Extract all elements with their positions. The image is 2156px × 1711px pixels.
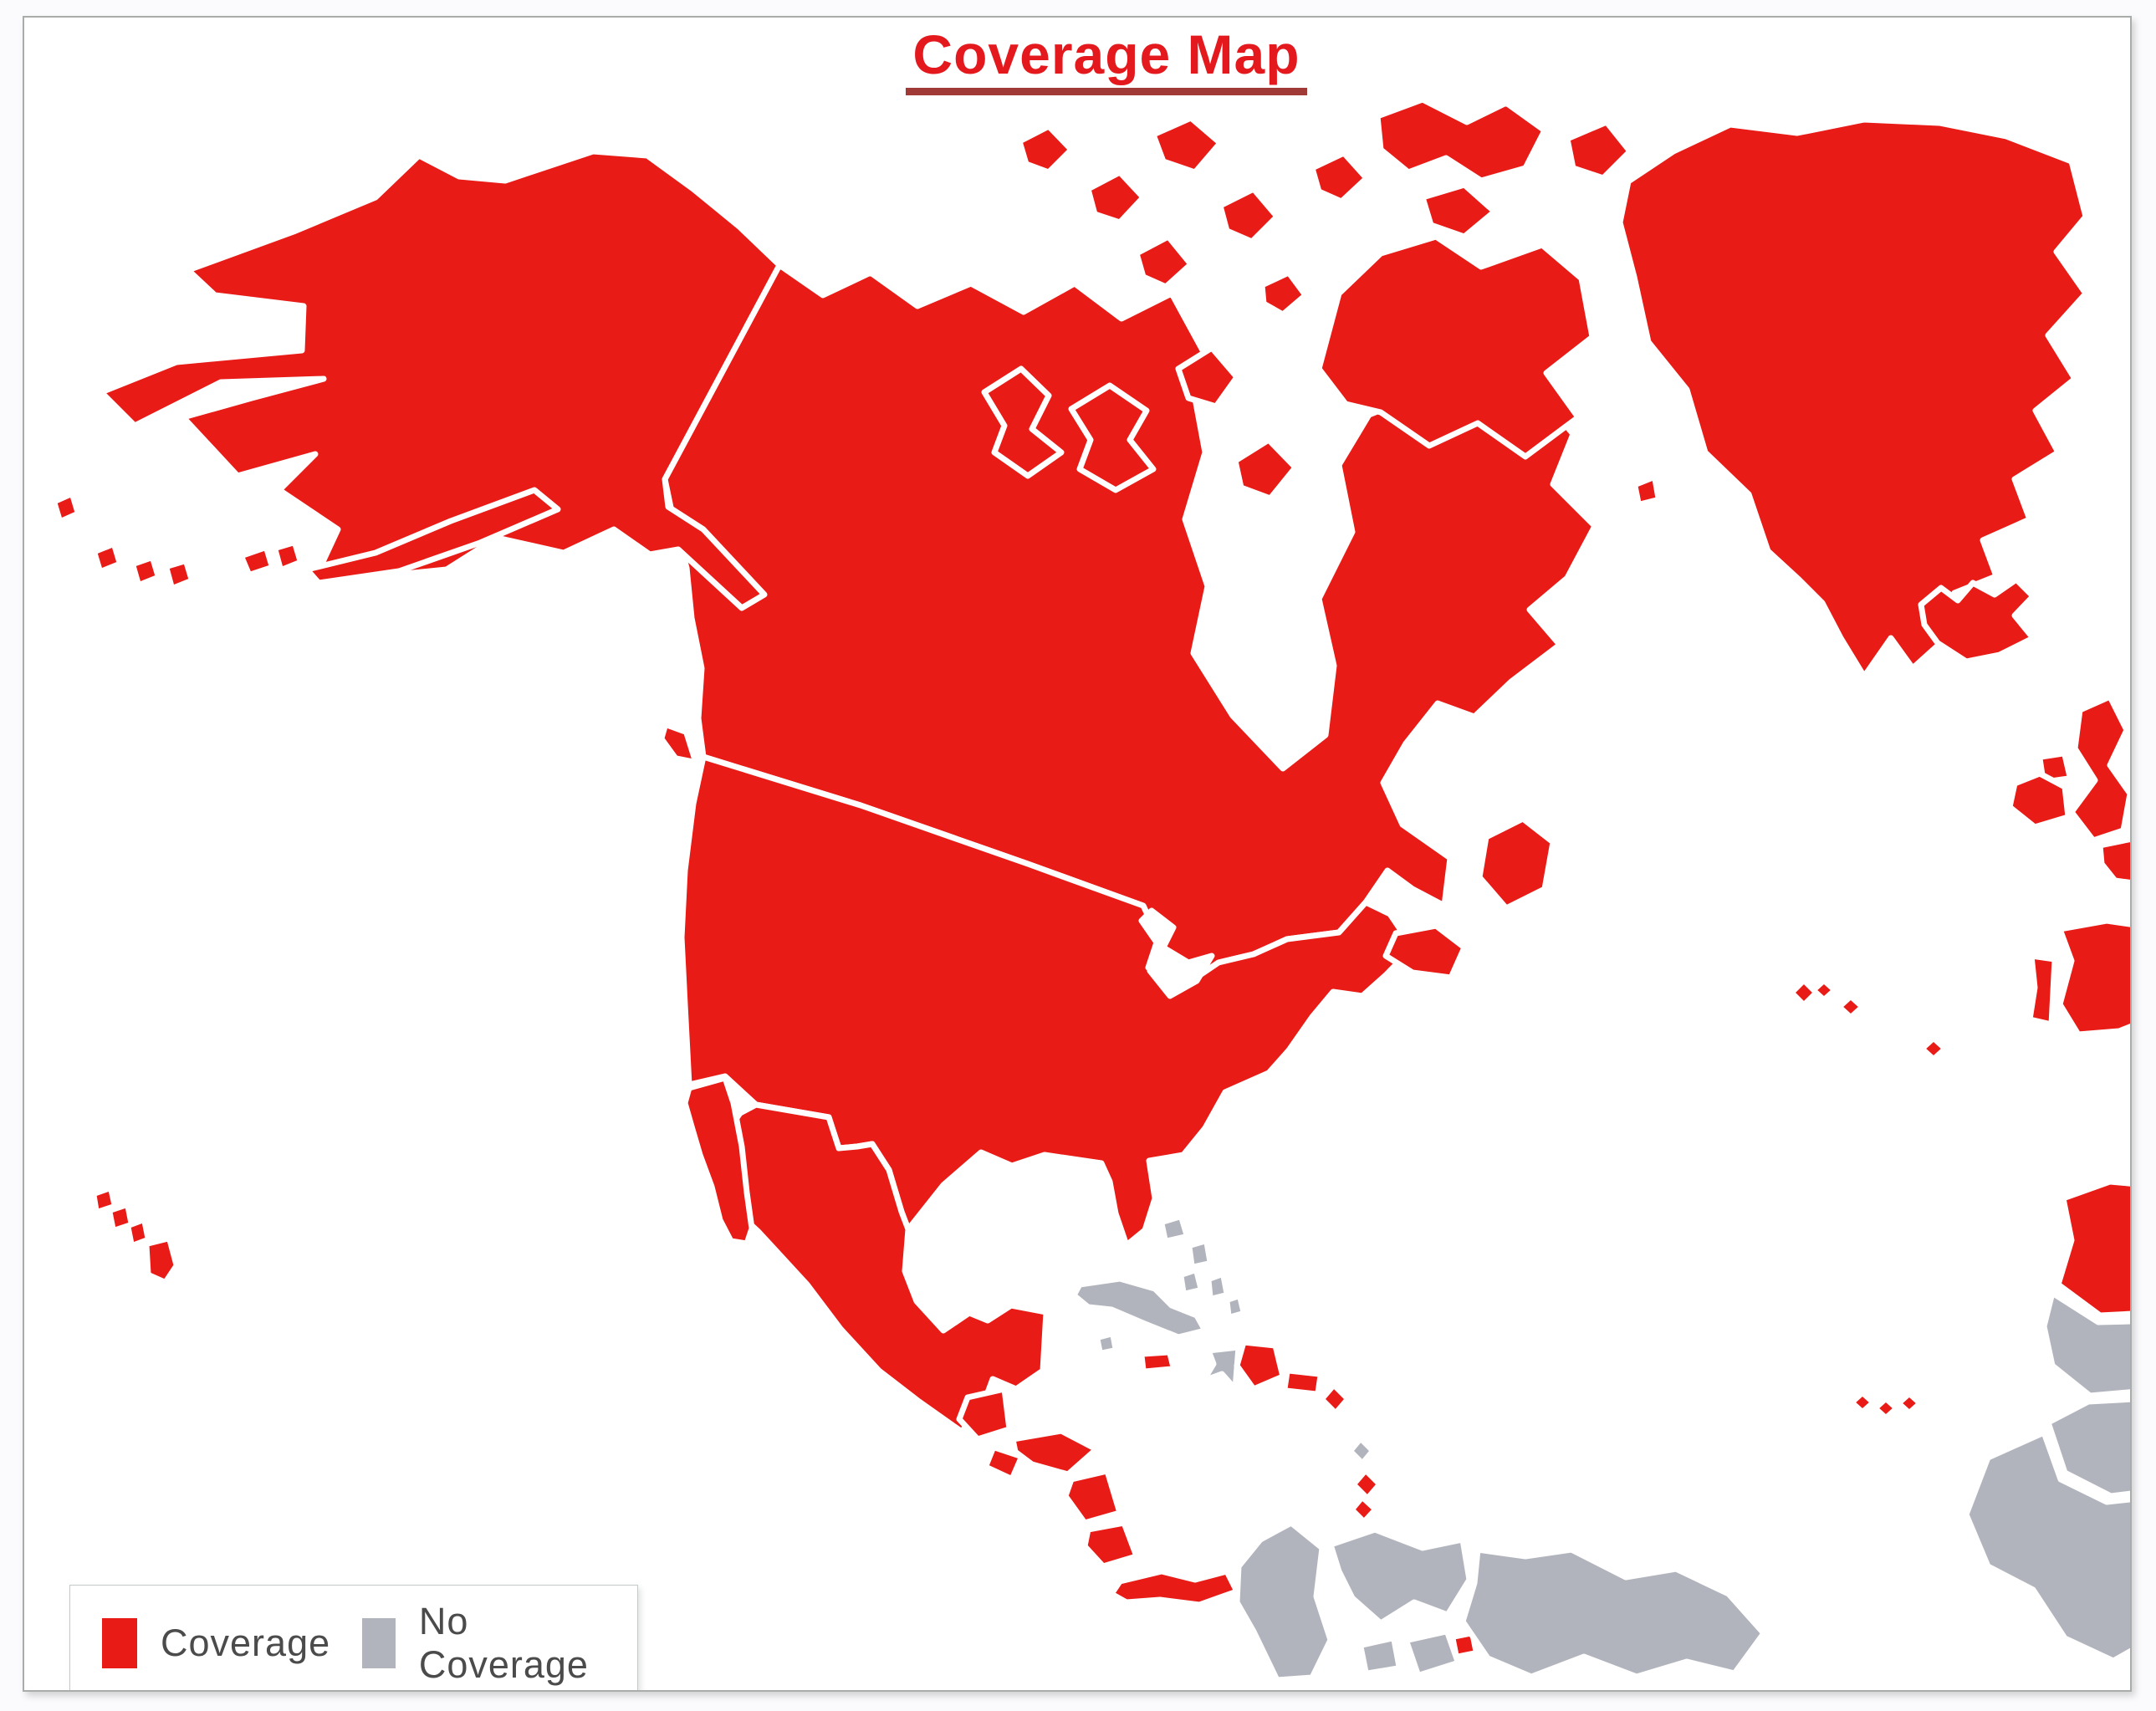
region-honduras (1009, 1428, 1100, 1478)
region-haiti (1200, 1344, 1242, 1392)
region-france-edge (2097, 835, 2130, 886)
region-isla-juventud (1097, 1334, 1116, 1353)
region-arctic-island-h (1259, 269, 1309, 318)
region-iceland (1918, 576, 2036, 665)
region-baja-california (682, 1075, 755, 1247)
region-nova-scotia (1382, 922, 1468, 981)
region-cuba (1070, 1275, 1208, 1341)
region-dominican-republic (1234, 1339, 1286, 1392)
coverage-swatch (102, 1618, 137, 1668)
region-arctic-victoria-island (1068, 382, 1157, 493)
region-mexico (725, 1101, 1050, 1435)
map-card: Coverage Map Coverage No Coverage (23, 16, 2132, 1692)
coverage-label: Coverage (161, 1622, 331, 1664)
region-windward-island-red-2 (1352, 1498, 1375, 1521)
region-aleutian-island-6 (275, 543, 300, 569)
region-bahamas-2 (1189, 1241, 1210, 1267)
coverage-map (54, 96, 2130, 1683)
no-coverage-label: No Coverage (418, 1600, 589, 1686)
region-arctic-island-d (1217, 186, 1280, 245)
region-el-salvador (986, 1448, 1021, 1479)
region-aleutian-island-4 (166, 561, 192, 588)
region-azores-1 (1792, 981, 1816, 1004)
region-colombia (1234, 1519, 1334, 1683)
region-morocco (2055, 1178, 2130, 1319)
region-guyana-brazil (1459, 1546, 1767, 1680)
title-area: Coverage Map (24, 18, 2130, 95)
region-panama (1108, 1568, 1240, 1608)
region-hawaii-3 (128, 1220, 148, 1245)
region-alaska (98, 148, 783, 611)
region-canary-1 (1852, 1393, 1872, 1412)
region-arctic-southampton (1232, 437, 1299, 502)
legend-item-no-coverage: No Coverage (362, 1600, 637, 1687)
page-title: Coverage Map (906, 23, 1307, 95)
region-united-kingdom (2068, 693, 2130, 844)
region-aleutian-island-3 (133, 558, 158, 585)
region-vancouver-island (662, 725, 695, 762)
region-mauritania (2045, 1396, 2130, 1499)
region-nicaragua (1062, 1468, 1123, 1526)
region-aleutian-island-2 (95, 544, 120, 571)
region-west-africa (1963, 1429, 2130, 1664)
region-costa-rica (1081, 1519, 1140, 1570)
region-leeward-island-red-1 (1322, 1386, 1347, 1412)
region-bahamas-1 (1162, 1217, 1187, 1241)
region-great-lakes (1138, 907, 1215, 999)
region-arctic-island-a (1016, 123, 1075, 176)
region-aleutian-island-1 (54, 494, 78, 521)
region-arctic-ellesmere (1374, 96, 1548, 184)
region-hawaii-1 (94, 1188, 115, 1212)
region-aleutian-island-5 (242, 548, 272, 575)
region-arctic-island-g (1309, 150, 1370, 205)
region-trinidad (1453, 1633, 1476, 1657)
region-bahamas-3 (1181, 1270, 1201, 1294)
region-arctic-devon-island (1419, 181, 1498, 240)
region-bahamas-5 (1227, 1296, 1244, 1317)
region-bahamas-4 (1208, 1274, 1227, 1299)
region-arctic-island-b (1085, 169, 1147, 226)
region-venezuela (1327, 1526, 1473, 1627)
region-western-sahara (2041, 1290, 2130, 1399)
region-ireland (2006, 770, 2072, 830)
region-ecuador (1361, 1638, 1399, 1673)
region-newfoundland (1476, 815, 1556, 912)
region-arctic-king-william (1175, 345, 1240, 410)
region-azores-3 (1840, 997, 1862, 1017)
region-leeward-island-gray (1351, 1439, 1372, 1463)
region-arctic-island-e (1133, 233, 1194, 290)
region-arctic-baffin-island (1316, 233, 1596, 460)
region-canary-3 (1899, 1394, 1919, 1412)
region-greenland (1617, 116, 2089, 680)
region-arctic-island-c (1150, 115, 1224, 176)
region-peru-edge (1407, 1632, 1458, 1675)
no-coverage-swatch (362, 1618, 396, 1668)
region-greenland-islet (1635, 478, 1658, 504)
region-arctic-island-f (1564, 119, 1633, 181)
region-windward-island-red-1 (1354, 1471, 1379, 1498)
region-canary-2 (1876, 1399, 1896, 1417)
region-arctic-banks-island (981, 365, 1065, 479)
region-alaska-peninsula (304, 487, 561, 586)
region-spain (2056, 917, 2130, 1038)
region-madeira (1923, 1039, 1944, 1059)
map-legend: Coverage No Coverage (69, 1585, 638, 1690)
region-jamaica (1142, 1352, 1173, 1371)
region-azores-2 (1814, 981, 1834, 999)
region-hawaii-2 (110, 1205, 131, 1230)
region-puerto-rico (1285, 1371, 1321, 1394)
legend-item-coverage: Coverage (102, 1618, 330, 1668)
region-hawaii-big-island (146, 1239, 176, 1282)
region-portugal (2026, 953, 2058, 1028)
region-guatemala (956, 1386, 1013, 1443)
